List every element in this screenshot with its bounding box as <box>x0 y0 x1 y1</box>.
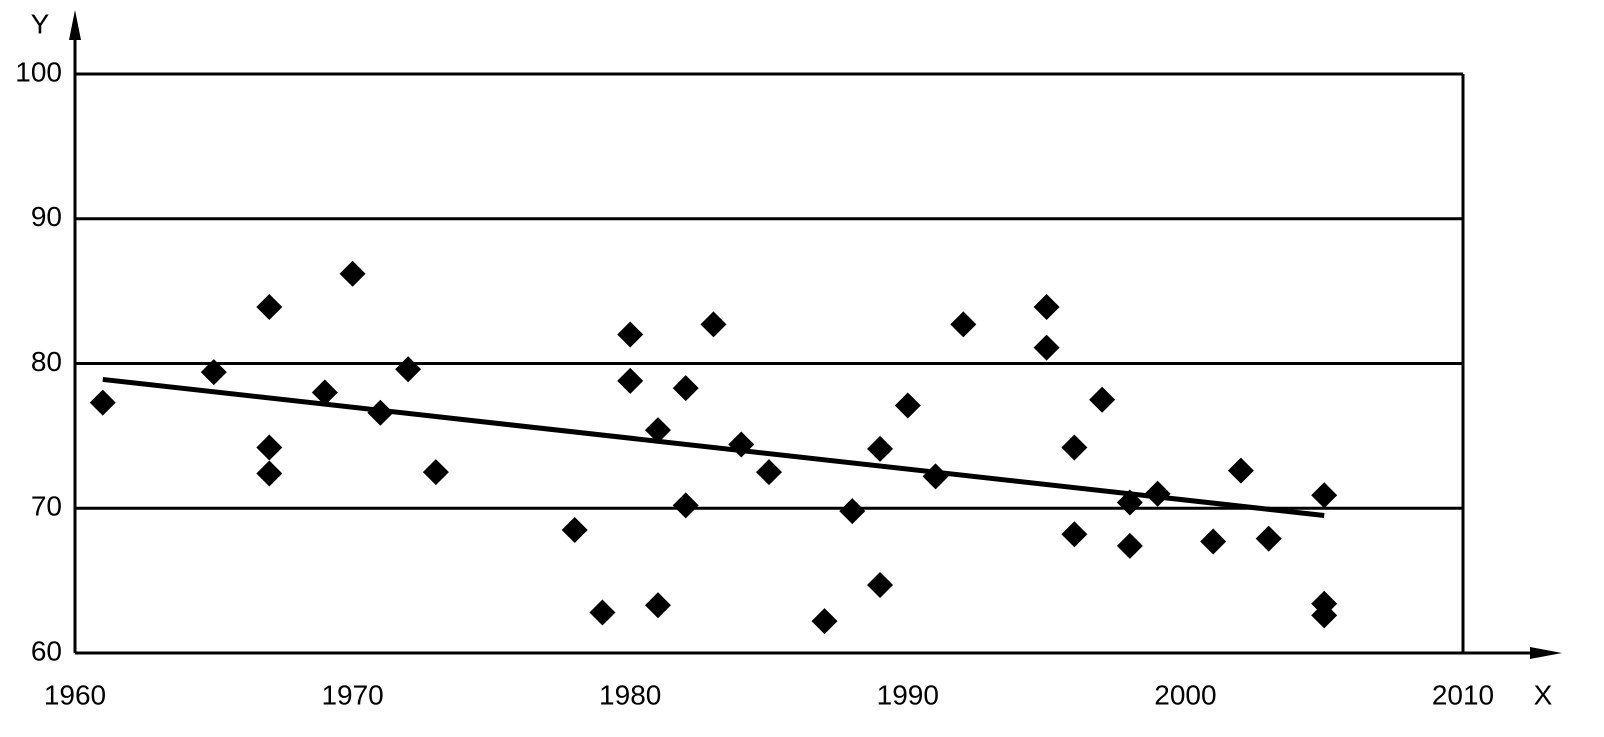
x-tick-label: 1990 <box>877 679 939 710</box>
point <box>89 389 116 416</box>
x-tick-label: 2000 <box>1154 679 1216 710</box>
point <box>256 434 283 461</box>
point <box>200 359 227 386</box>
point <box>1089 386 1116 413</box>
x-tick-label: 2010 <box>1432 679 1494 710</box>
point <box>950 311 977 338</box>
point <box>311 379 338 406</box>
point <box>1033 294 1060 321</box>
point <box>644 417 671 444</box>
point <box>1116 532 1143 559</box>
x-tick-label: 1980 <box>599 679 661 710</box>
point <box>617 321 644 348</box>
y-tick-label: 90 <box>31 201 62 232</box>
y-tick-label: 60 <box>31 635 62 666</box>
point <box>1227 457 1254 484</box>
point <box>339 260 366 287</box>
point <box>644 592 671 619</box>
point <box>256 460 283 487</box>
point <box>617 367 644 394</box>
point <box>561 516 588 543</box>
point <box>1311 482 1338 509</box>
point <box>839 498 866 525</box>
x-tick-label: 1960 <box>44 679 106 710</box>
point <box>1061 521 1088 548</box>
point <box>422 459 449 486</box>
point <box>1311 602 1338 629</box>
point <box>756 459 782 486</box>
y-axis-label: Y <box>31 8 50 39</box>
point <box>867 435 894 462</box>
y-tick-label: 70 <box>31 491 62 522</box>
point <box>395 356 422 383</box>
x-axis-label: X <box>1534 679 1553 710</box>
point <box>672 492 699 519</box>
trend-line <box>102 376 1325 518</box>
point <box>922 463 949 490</box>
y-tick-label: 100 <box>15 56 62 87</box>
point <box>672 375 699 402</box>
point <box>1200 528 1227 555</box>
x-axis-arrow <box>1530 647 1562 659</box>
point <box>1061 434 1088 461</box>
y-axis-arrow <box>69 10 81 40</box>
point <box>867 571 894 598</box>
point <box>589 599 616 626</box>
point <box>1033 334 1060 361</box>
point <box>894 392 921 419</box>
x-tick-label: 1970 <box>321 679 383 710</box>
point <box>1144 480 1171 507</box>
point <box>811 608 838 635</box>
point <box>256 294 283 321</box>
y-tick-label: 80 <box>31 346 62 377</box>
point <box>1255 525 1282 552</box>
point <box>700 311 727 338</box>
